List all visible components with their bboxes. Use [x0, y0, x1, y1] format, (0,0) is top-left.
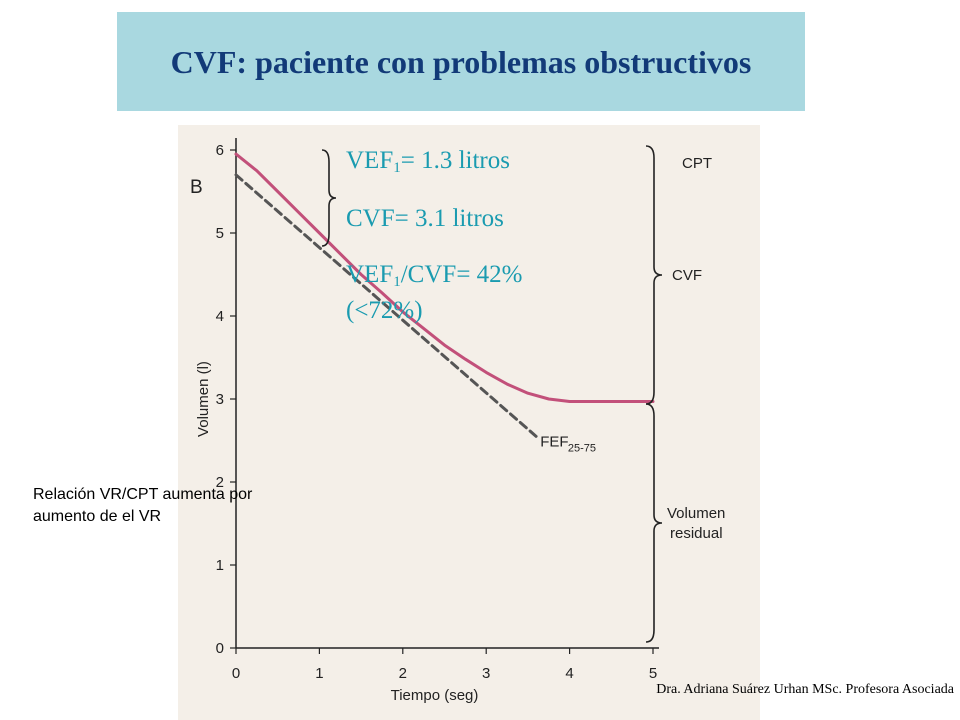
panel-letter: B	[190, 177, 203, 198]
x-tick-label: 2	[399, 665, 407, 682]
ratio-label: VEF	[346, 261, 394, 288]
cpt-cvf-brace	[645, 145, 663, 405]
ratio-stat: VEF1/CVF= 42%	[346, 260, 523, 297]
fef-series-subscript: 25-75	[568, 442, 596, 454]
vef-brace	[321, 149, 337, 247]
y-tick-label: 5	[216, 225, 224, 242]
y-tick-label: 6	[216, 142, 224, 159]
page-title: CVF: paciente con problemas obstructivos	[170, 43, 752, 80]
x-tick-label: 5	[649, 665, 657, 682]
x-axis-title: Tiempo (seg)	[391, 687, 479, 704]
fef-dashed-line	[234, 173, 538, 438]
author-credit: Dra. Adriana Suárez Urhan MSc. Profesora…	[656, 682, 954, 697]
x-tick-label: 4	[565, 665, 573, 682]
fef-series-label: FEF	[540, 433, 568, 450]
brace-label-cvf: CVF	[672, 267, 702, 284]
y-tick-label: 0	[216, 640, 224, 657]
vef1-label: VEF	[346, 147, 394, 174]
y-tick-label: 4	[216, 308, 224, 325]
ratio-subscript: 1	[393, 274, 401, 290]
residual-volume-brace	[645, 403, 663, 643]
volume-curve	[234, 152, 655, 403]
vef1-value: = 1.3 litros	[400, 147, 510, 174]
vef1-stat: VEF1= 1.3 litros	[346, 146, 510, 183]
vef1-subscript: 1	[393, 160, 401, 176]
x-tick-label: 1	[315, 665, 323, 682]
x-tick-label: 0	[232, 665, 240, 682]
brace-label-volumen: Volumen	[667, 505, 725, 522]
ratio-reference: (<72%)	[346, 297, 423, 324]
brace-label-cpt: CPT	[682, 155, 712, 172]
brace-label-residual: residual	[670, 525, 723, 542]
cvf-stat: CVF= 3.1 litros	[346, 205, 504, 232]
x-tick-label: 3	[482, 665, 490, 682]
y-axis-title: Volumen (l)	[195, 361, 212, 437]
y-tick-label: 2	[216, 474, 224, 491]
title-banner: CVF: paciente con problemas obstructivos	[117, 12, 805, 111]
y-tick-label: 3	[216, 391, 224, 408]
vr-cpt-note: Relación VR/CPT aumenta por aumento de e…	[33, 486, 253, 525]
figure-background	[178, 125, 760, 720]
ratio-value: /CVF= 42%	[400, 261, 523, 288]
y-tick-label: 1	[216, 557, 224, 574]
